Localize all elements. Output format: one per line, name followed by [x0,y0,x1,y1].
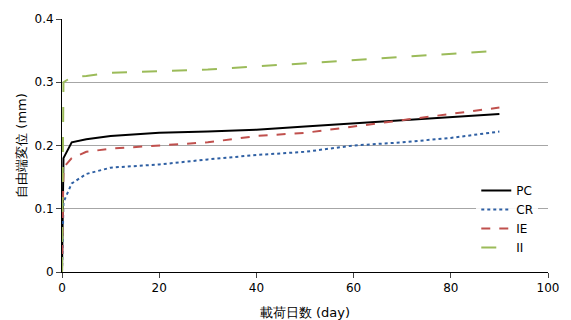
svg-text:0: 0 [46,265,54,279]
svg-text:40: 40 [249,281,264,295]
svg-text:20: 20 [152,281,167,295]
svg-text:載荷日数 (day): 載荷日数 (day) [260,305,350,320]
svg-text:PC: PC [516,184,532,198]
svg-text:100: 100 [537,281,560,295]
svg-text:自由端変位 (mm): 自由端変位 (mm) [14,93,29,198]
svg-text:0.1: 0.1 [35,202,54,216]
svg-text:60: 60 [346,281,361,295]
svg-text:0.2: 0.2 [35,139,54,153]
svg-text:0: 0 [58,281,66,295]
svg-text:80: 80 [443,281,458,295]
svg-text:CR: CR [516,203,533,217]
svg-text:II: II [516,241,523,255]
svg-text:IE: IE [516,222,527,236]
svg-text:0.4: 0.4 [35,12,54,26]
svg-text:0.3: 0.3 [35,75,54,89]
